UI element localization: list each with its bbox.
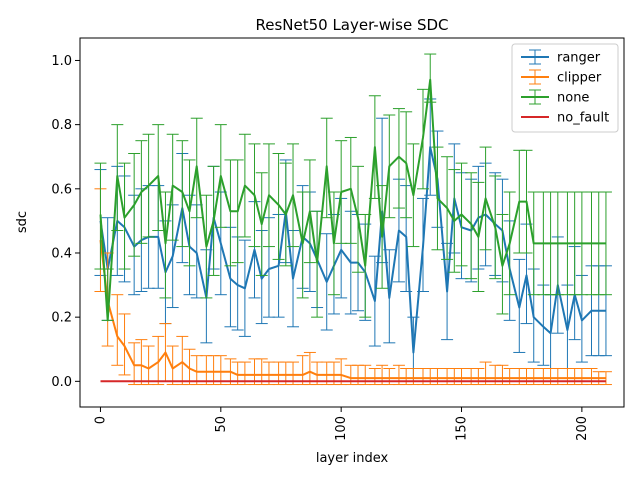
y-axis-label: sdc xyxy=(15,211,30,233)
legend-label: ranger xyxy=(557,51,601,66)
series-group xyxy=(94,53,612,386)
x-tick-label: 150 xyxy=(455,416,470,441)
x-axis-ticks: 0 50 100 150 200 xyxy=(93,407,590,441)
chart-title: ResNet50 Layer-wise SDC xyxy=(255,16,448,34)
x-tick-label: 100 xyxy=(334,416,349,441)
legend-box xyxy=(511,43,619,133)
legend-item: ranger xyxy=(521,49,601,66)
y-tick-label: 0.8 xyxy=(51,118,72,133)
legend-label: no_fault xyxy=(557,111,609,126)
legend: ranger clipper none no_fault xyxy=(511,43,619,133)
legend-item: none xyxy=(521,89,589,106)
x-tick-label: 200 xyxy=(575,416,590,441)
legend-item: clipper xyxy=(521,69,602,86)
series-line xyxy=(99,146,606,354)
plot-frame xyxy=(79,37,625,408)
x-tick-label: 50 xyxy=(214,416,229,433)
series-none xyxy=(94,53,612,322)
series-line xyxy=(99,78,606,322)
x-tick-label: 0 xyxy=(93,416,108,424)
legend-label: clipper xyxy=(557,71,602,86)
y-axis-ticks: 0.0 0.2 0.4 0.6 0.8 1.0 xyxy=(51,54,80,390)
y-tick-label: 0.6 xyxy=(51,182,72,197)
y-tick-label: 0.0 xyxy=(51,375,72,390)
series-layer xyxy=(94,53,612,386)
y-tick-label: 1.0 xyxy=(51,54,72,69)
legend-item: no_fault xyxy=(521,111,609,126)
x-axis-label: layer index xyxy=(316,451,389,466)
series-line xyxy=(99,239,606,380)
y-tick-label: 0.4 xyxy=(51,246,72,261)
y-tick-label: 0.2 xyxy=(51,311,72,326)
legend-label: none xyxy=(557,91,589,106)
